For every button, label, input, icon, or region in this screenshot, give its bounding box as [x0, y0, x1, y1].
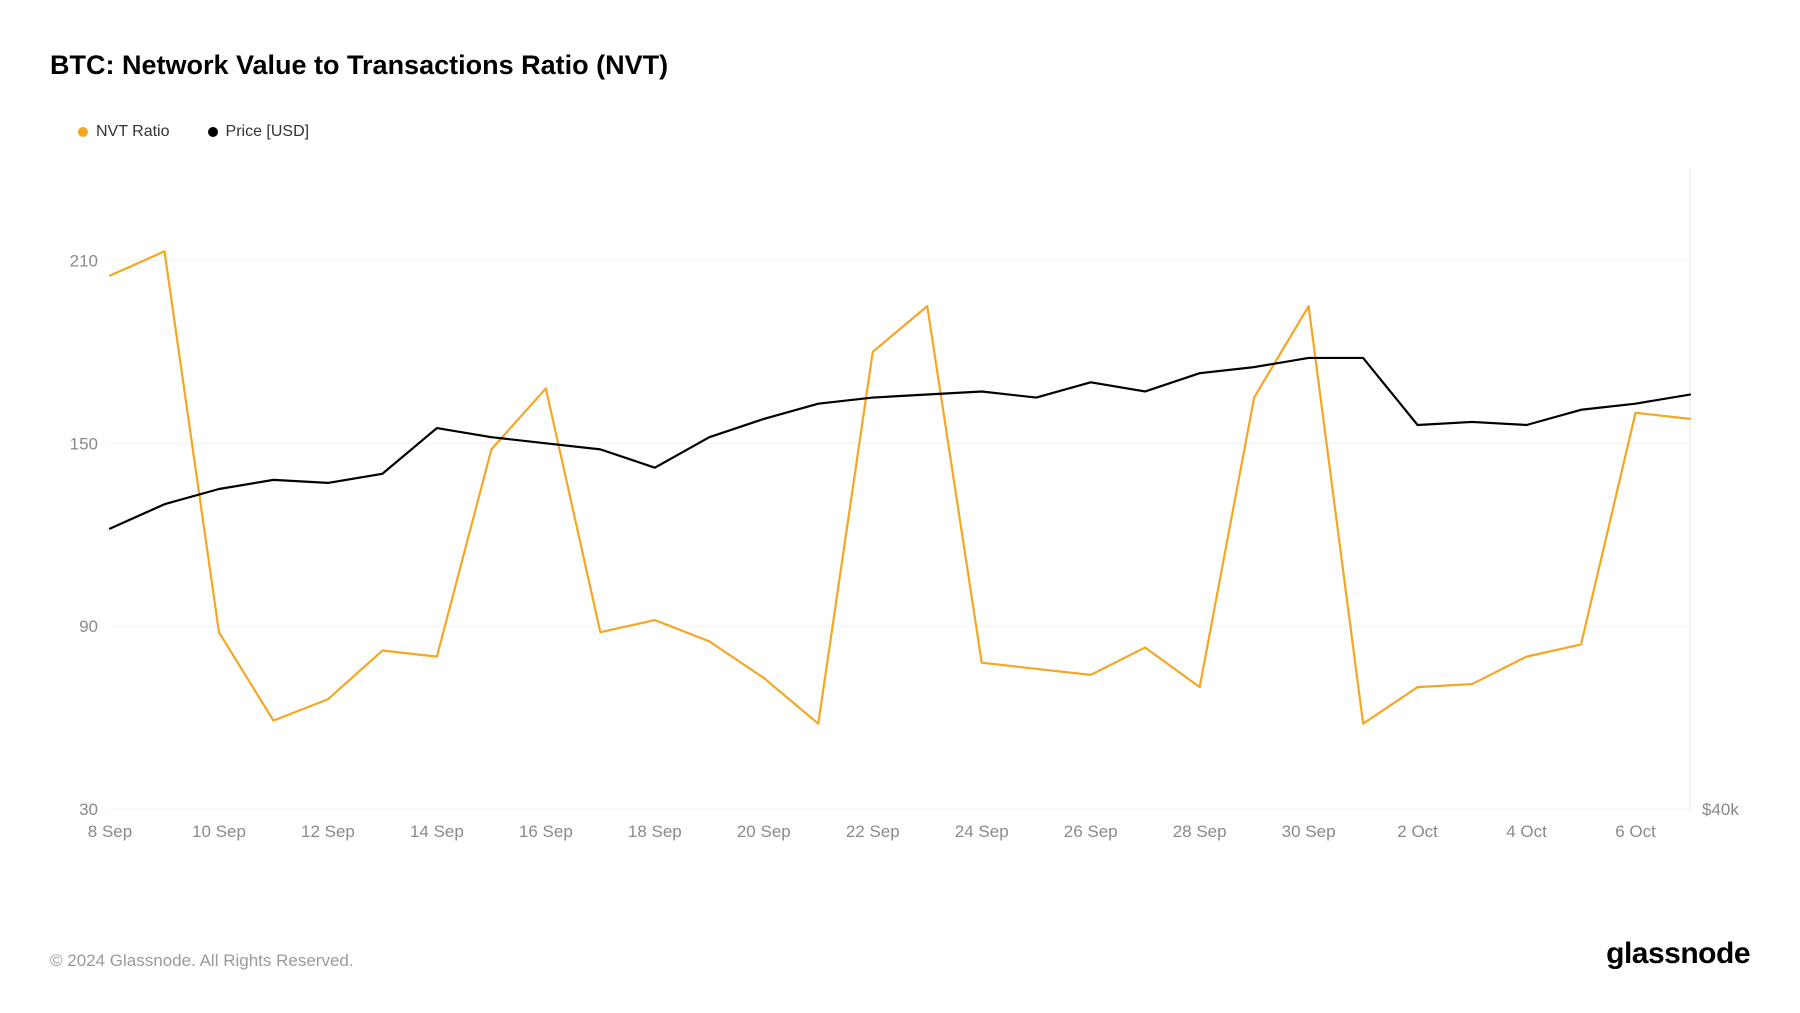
svg-text:30 Sep: 30 Sep: [1282, 822, 1336, 841]
copyright-text: © 2024 Glassnode. All Rights Reserved.: [50, 951, 354, 971]
svg-text:24 Sep: 24 Sep: [955, 822, 1009, 841]
svg-text:$40k: $40k: [1702, 800, 1739, 819]
footer: © 2024 Glassnode. All Rights Reserved. g…: [50, 937, 1750, 971]
series-line: [110, 251, 1690, 723]
svg-text:4 Oct: 4 Oct: [1506, 822, 1547, 841]
legend-dot: [208, 127, 218, 137]
chart-svg: 30 90 150 210 $40k 8 Sep 10 Sep 12 Sep 14 Sep 16 …: [50, 149, 1750, 869]
chart-container: BTC: Network Value to Transactions Ratio…: [0, 0, 1800, 1013]
svg-text:10 Sep: 10 Sep: [192, 822, 246, 841]
svg-text:28 Sep: 28 Sep: [1173, 822, 1227, 841]
svg-text:30: 30: [79, 800, 98, 819]
chart-plot-area: 30 90 150 210 $40k 8 Sep 10 Sep 12 Sep 14 Sep 16 …: [50, 149, 1750, 869]
svg-text:26 Sep: 26 Sep: [1064, 822, 1118, 841]
legend-label: NVT Ratio: [96, 123, 170, 141]
svg-text:6 Oct: 6 Oct: [1615, 822, 1656, 841]
svg-text:8 Sep: 8 Sep: [88, 822, 132, 841]
chart-title: BTC: Network Value to Transactions Ratio…: [50, 50, 1750, 81]
svg-text:210: 210: [70, 251, 98, 270]
svg-text:16 Sep: 16 Sep: [519, 822, 573, 841]
legend-item: NVT Ratio: [78, 123, 170, 141]
svg-text:20 Sep: 20 Sep: [737, 822, 791, 841]
legend-dot: [78, 127, 88, 137]
brand-logo: glassnode: [1606, 937, 1750, 971]
svg-text:18 Sep: 18 Sep: [628, 822, 682, 841]
svg-text:22 Sep: 22 Sep: [846, 822, 900, 841]
legend: NVT Ratio Price [USD]: [78, 123, 1750, 141]
svg-text:90: 90: [79, 617, 98, 636]
legend-item: Price [USD]: [208, 123, 310, 141]
svg-text:2 Oct: 2 Oct: [1397, 822, 1438, 841]
svg-text:150: 150: [70, 434, 98, 453]
svg-text:12 Sep: 12 Sep: [301, 822, 355, 841]
svg-text:14 Sep: 14 Sep: [410, 822, 464, 841]
legend-label: Price [USD]: [226, 123, 310, 141]
